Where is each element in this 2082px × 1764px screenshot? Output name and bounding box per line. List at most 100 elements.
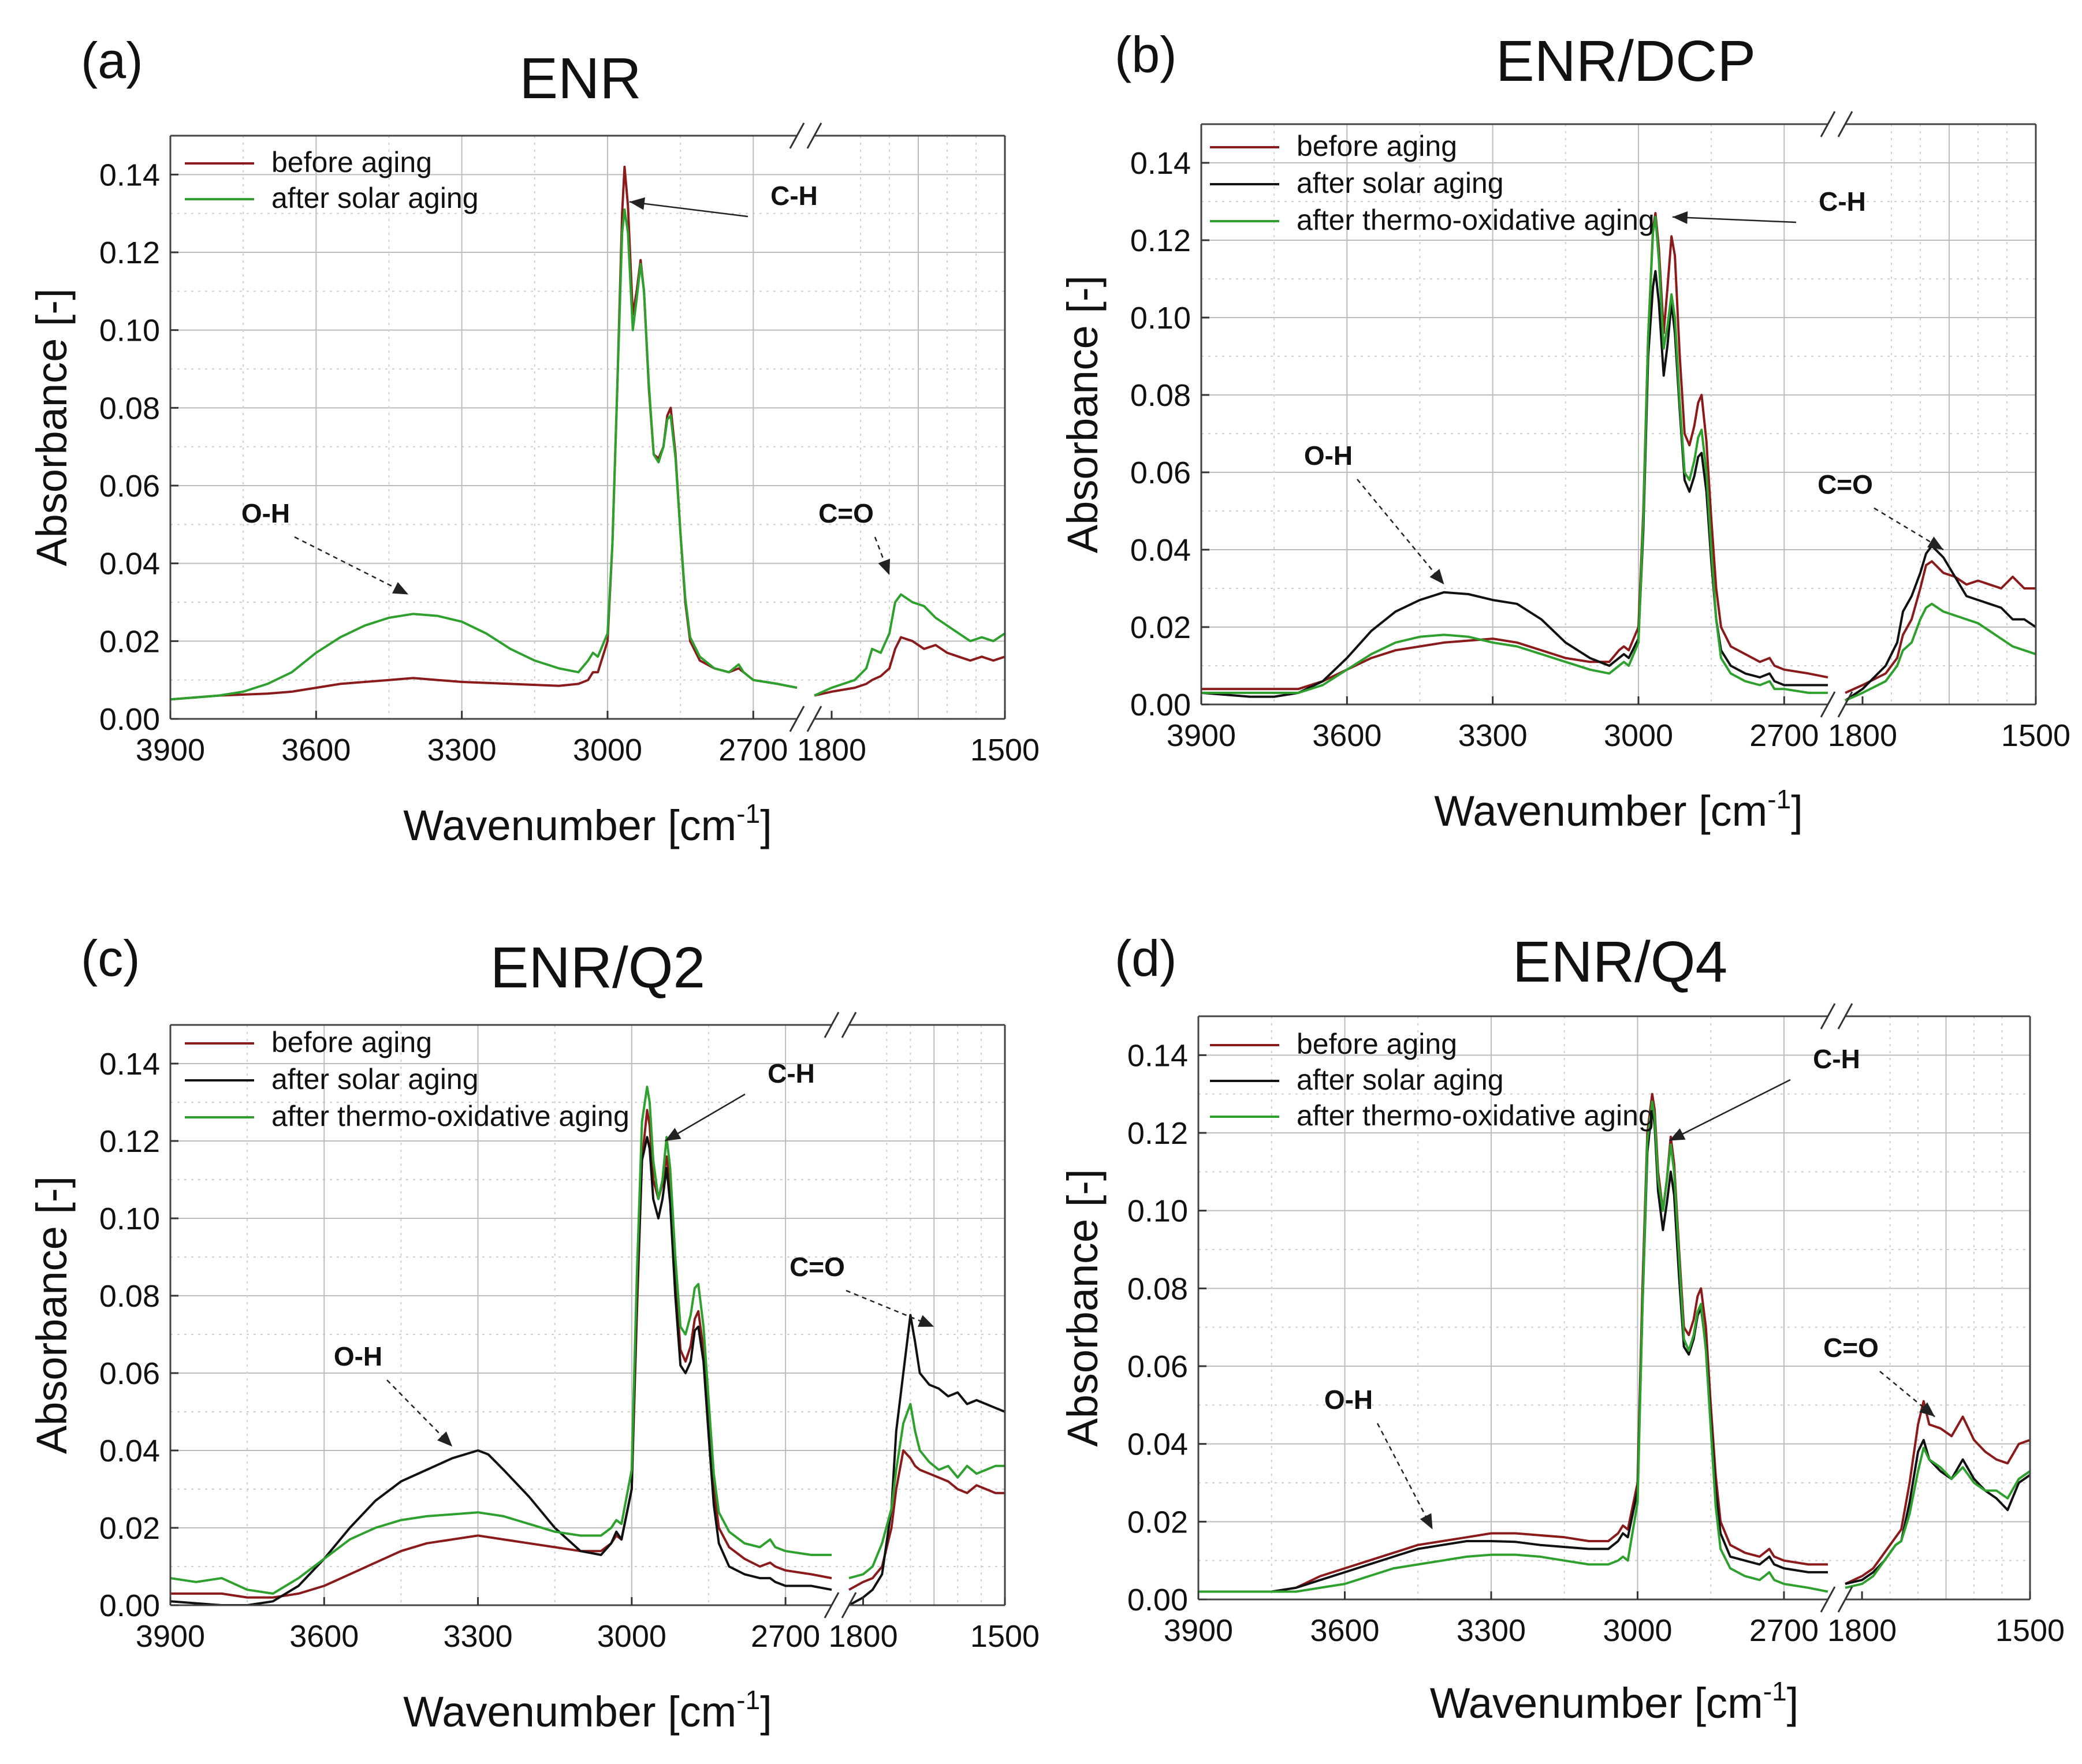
y-tick-label: 0.04 bbox=[1127, 1427, 1188, 1462]
y-ticks: 0.00 0.02 0.04 0.06 0.08 0.10 0.12 0.14 bbox=[99, 158, 178, 737]
x-ticks: 3900 3600 3300 3000 2700 1800 1500 bbox=[136, 1597, 1040, 1654]
x-axis-label: Wavenumber [cm-1] bbox=[403, 1685, 772, 1736]
y-tick-label: 0.12 bbox=[1130, 223, 1191, 258]
x-axis-label-end: ] bbox=[1787, 1679, 1799, 1727]
series-line-after-thermo-oxidative-aging-seg2 bbox=[1845, 602, 2036, 702]
panel-title: ENR bbox=[519, 46, 641, 111]
y-tick-label: 0.04 bbox=[99, 547, 160, 581]
chart-panel-a: 0.00 0.02 0.04 0.06 0.08 0.10 0.12 0.14 3900 3600… bbox=[28, 32, 1040, 849]
x-tick-label: 3900 bbox=[1164, 1613, 1233, 1648]
panel-title: ENR/Q2 bbox=[490, 935, 705, 1000]
series-line-after-solar-aging-seg1 bbox=[1198, 1104, 1828, 1593]
axis-break-mark bbox=[1837, 1003, 1853, 1030]
axis-break-mark bbox=[789, 706, 805, 732]
x-axis-label-main: Wavenumber [cm bbox=[403, 801, 736, 849]
panel-title: ENR/DCP bbox=[1496, 29, 1756, 94]
x-axis-label-superscript: -1 bbox=[1763, 1676, 1787, 1706]
x-ticks: 3900 3600 3300 3000 2700 1800 1500 bbox=[1167, 696, 2070, 753]
annotation-arrowhead bbox=[1927, 536, 1943, 550]
series-group bbox=[170, 1086, 1005, 1605]
x-axis-label-end: ] bbox=[760, 1688, 772, 1736]
x-tick-label: 2700 bbox=[1749, 1613, 1819, 1648]
y-tick-label: 0.08 bbox=[1127, 1271, 1188, 1306]
axis-break-mark bbox=[1837, 691, 1853, 718]
x-tick-label: 3300 bbox=[1457, 1613, 1526, 1648]
y-tick-label: 0.14 bbox=[1127, 1038, 1188, 1073]
annotation-label: O-H bbox=[1324, 1385, 1373, 1415]
annotation-arrowhead bbox=[1672, 211, 1688, 224]
annotation-arrowhead bbox=[918, 1315, 934, 1327]
y-tick-label: 0.04 bbox=[99, 1434, 160, 1468]
annotation-arrow bbox=[1357, 479, 1445, 585]
y-tick-label: 0.02 bbox=[99, 1511, 160, 1546]
x-tick-label: 3600 bbox=[281, 733, 351, 767]
x-tick-label: 3300 bbox=[1458, 718, 1528, 753]
x-tick-label: 3300 bbox=[443, 1619, 512, 1654]
series-line-before-aging-seg2 bbox=[1845, 560, 2036, 694]
series-line-after-thermo-oxidative-aging-seg2 bbox=[1845, 1446, 2030, 1589]
chart-panel-d: 0.00 0.02 0.04 0.06 0.08 0.10 0.12 0.14 3900 3600… bbox=[1059, 930, 2065, 1727]
series-line-after-thermo-oxidative-aging-seg1 bbox=[170, 1086, 832, 1595]
y-tick-label: 0.10 bbox=[99, 314, 160, 348]
y-tick-label: 0.00 bbox=[99, 702, 160, 737]
annotation-label: C-H bbox=[1819, 187, 1866, 217]
x-tick-label: 1500 bbox=[970, 1619, 1040, 1654]
x-tick-label: 2700 bbox=[718, 733, 788, 767]
annotation-arrowhead bbox=[629, 197, 645, 210]
y-axis-label: Absorbance [-] bbox=[1059, 1169, 1107, 1446]
series-line-before-aging-seg1 bbox=[1201, 212, 1828, 691]
chart-panel-b: 0.00 0.02 0.04 0.06 0.08 0.10 0.12 0.14 3900 3600… bbox=[1059, 26, 2070, 835]
axes-frame bbox=[169, 1012, 1006, 1618]
annotation-arrowhead bbox=[1420, 1513, 1433, 1530]
annotations: O-H C-H C=O bbox=[334, 1058, 934, 1448]
annotation-arrow bbox=[846, 1289, 934, 1327]
x-tick-label: 2700 bbox=[1749, 718, 1819, 753]
x-ticks: 3900 3600 3300 3000 2700 1800 1500 bbox=[1164, 1591, 2065, 1648]
axis-break-mark bbox=[824, 1012, 840, 1038]
annotation-arrow bbox=[629, 201, 748, 218]
annotations: O-H C-H C=O bbox=[241, 181, 891, 595]
gridlines bbox=[170, 136, 1005, 719]
panel-letter: (d) bbox=[1115, 930, 1177, 987]
axes-frame bbox=[1197, 1003, 2031, 1613]
annotation-label: C=O bbox=[818, 498, 874, 528]
axis-break-mark bbox=[841, 1012, 857, 1038]
annotation-arrow bbox=[294, 536, 409, 595]
y-axis-label: Absorbance [-] bbox=[28, 288, 76, 566]
y-tick-label: 0.02 bbox=[1130, 610, 1191, 645]
gridlines bbox=[170, 1025, 1005, 1605]
y-tick-label: 0.00 bbox=[99, 1588, 160, 1623]
annotation-label: C-H bbox=[768, 1058, 815, 1088]
x-tick-label: 1800 bbox=[828, 1619, 897, 1654]
series-line-before-aging-seg2 bbox=[1845, 1400, 2030, 1585]
annotation-arrowhead bbox=[437, 1431, 453, 1447]
y-axis-label: Absorbance [-] bbox=[28, 1176, 76, 1454]
axis-break-mark bbox=[806, 706, 822, 732]
legend-label: after thermo-oxidative aging bbox=[1297, 204, 1655, 236]
series-group bbox=[1198, 1092, 2030, 1593]
y-tick-label: 0.00 bbox=[1127, 1583, 1188, 1617]
x-tick-label: 1800 bbox=[1827, 1613, 1897, 1648]
y-tick-label: 0.10 bbox=[1127, 1194, 1188, 1229]
annotation-label: C-H bbox=[770, 181, 818, 211]
annotation-arrow bbox=[664, 1093, 746, 1142]
series-line-after-solar-aging-seg2 bbox=[1844, 545, 2036, 702]
x-ticks: 3900 3600 3300 3000 2700 1800 1500 bbox=[136, 711, 1040, 767]
x-tick-label: 3600 bbox=[289, 1619, 359, 1654]
y-tick-label: 0.14 bbox=[99, 1047, 160, 1081]
series-line-before-aging-seg1 bbox=[1198, 1092, 1828, 1593]
x-tick-label: 3900 bbox=[136, 733, 205, 767]
y-tick-label: 0.00 bbox=[1130, 688, 1191, 722]
y-tick-label: 0.06 bbox=[1130, 456, 1191, 490]
x-axis-label: Wavenumber [cm-1] bbox=[403, 799, 772, 849]
series-line-before-aging-seg2 bbox=[814, 636, 1005, 697]
annotation-arrowhead bbox=[1429, 569, 1444, 585]
axis-break-mark bbox=[1820, 1003, 1836, 1030]
annotation-label: O-H bbox=[334, 1341, 382, 1371]
annotation-arrow bbox=[1376, 1423, 1433, 1530]
annotation-label: C=O bbox=[789, 1252, 845, 1282]
x-axis-label-main: Wavenumber [cm bbox=[1430, 1679, 1763, 1727]
